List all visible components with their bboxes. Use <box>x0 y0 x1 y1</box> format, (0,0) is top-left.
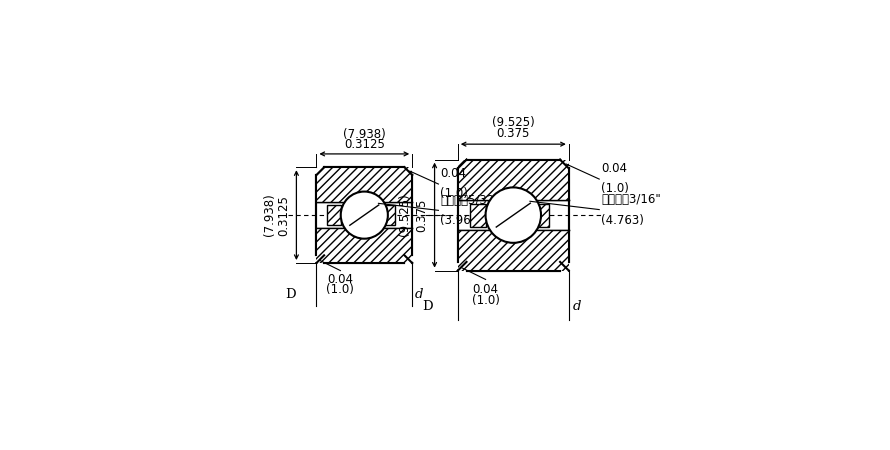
Text: 0.04: 0.04 <box>328 274 353 287</box>
Bar <box>457 160 569 200</box>
Text: 0.04: 0.04 <box>473 283 498 296</box>
Text: 钢球直径3/16": 钢球直径3/16" <box>602 193 661 206</box>
Text: (1.0): (1.0) <box>441 187 468 200</box>
Text: D: D <box>422 300 433 313</box>
Bar <box>327 205 341 225</box>
Bar <box>457 230 569 270</box>
Circle shape <box>341 192 388 238</box>
Text: (9.525): (9.525) <box>492 116 535 129</box>
Text: 钢球直径5/32": 钢球直径5/32" <box>441 194 500 207</box>
Text: d: d <box>415 288 424 301</box>
Text: d: d <box>573 300 581 313</box>
Bar <box>381 205 395 225</box>
Text: 0.3125: 0.3125 <box>278 195 291 235</box>
Circle shape <box>486 187 541 243</box>
Text: (4.763): (4.763) <box>602 214 644 227</box>
Bar <box>317 167 412 202</box>
Text: 0.04: 0.04 <box>602 162 627 175</box>
Bar <box>317 228 412 263</box>
Text: (7.938): (7.938) <box>263 194 276 237</box>
Text: 0.04: 0.04 <box>441 167 466 180</box>
Bar <box>533 204 549 226</box>
Text: 0.375: 0.375 <box>415 198 428 232</box>
Text: (3.969): (3.969) <box>441 214 483 227</box>
Text: (9.525): (9.525) <box>399 194 411 237</box>
Text: (1.0): (1.0) <box>472 294 499 307</box>
Text: (1.0): (1.0) <box>327 283 354 296</box>
Bar <box>470 204 486 226</box>
Text: 0.3125: 0.3125 <box>344 138 384 151</box>
Text: (7.938): (7.938) <box>343 128 385 141</box>
Text: 0.375: 0.375 <box>497 127 530 140</box>
Text: D: D <box>285 288 295 301</box>
Text: (1.0): (1.0) <box>602 182 629 195</box>
